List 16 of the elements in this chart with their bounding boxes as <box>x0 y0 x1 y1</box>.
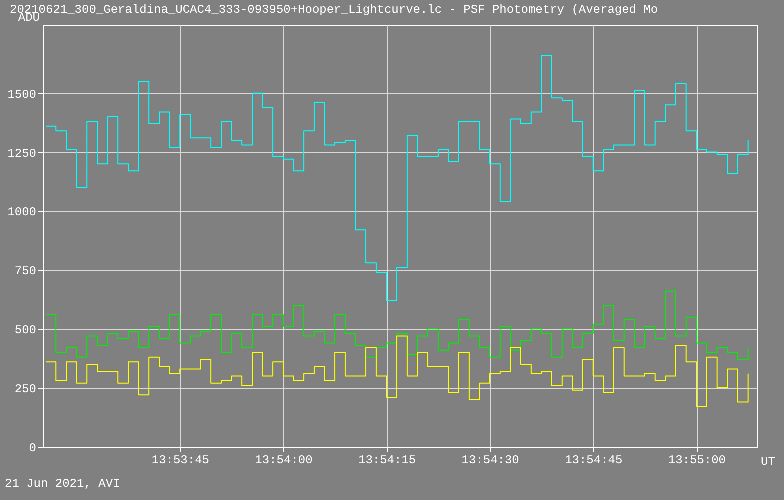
x-tick-label: 13:53:45 <box>152 454 210 468</box>
y-tick-label: 1500 <box>8 88 36 102</box>
x-axis-title: UT <box>761 455 776 469</box>
y-tick-label: 250 <box>14 382 36 397</box>
y-tick-label: 1000 <box>8 206 36 220</box>
y-tick-label: 1250 <box>8 146 36 161</box>
x-tick-label: 13:54:45 <box>565 454 623 468</box>
x-tick-label: 13:54:30 <box>462 454 520 468</box>
y-tick-label: 500 <box>14 324 36 338</box>
text: 21 Jun 2021, AVI <box>5 477 120 491</box>
y-tick-label: 0 <box>29 442 36 456</box>
x-tick-label: 13:54:00 <box>255 454 313 468</box>
x-tick-label: 13:54:15 <box>358 454 416 468</box>
x-tick-label: 13:55:00 <box>668 454 726 468</box>
chart-title: 20210621_300_Geraldina_UCAC4_333-093950+Hooper_Lightcurve.lc - PSF Photometry (Averaged Mo <box>10 3 658 17</box>
y-tick-label: 750 <box>14 264 36 279</box>
